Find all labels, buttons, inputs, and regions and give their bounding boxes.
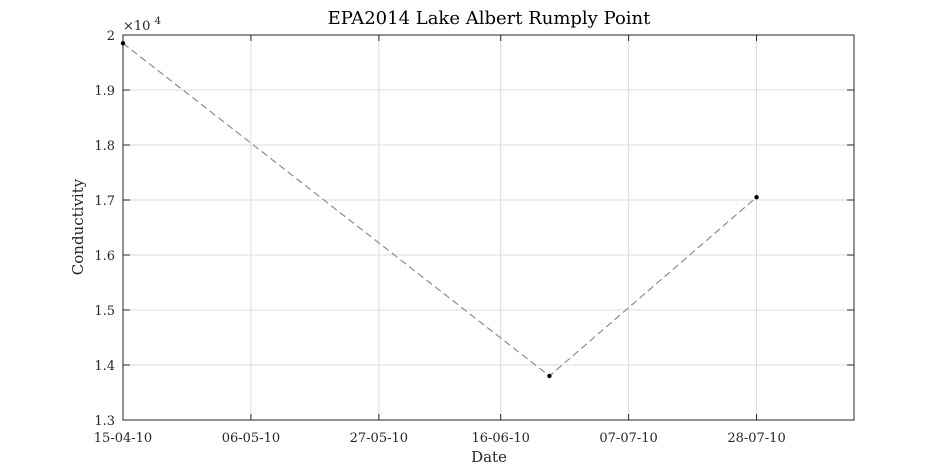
y-tick-label: 1.4 xyxy=(94,359,115,374)
x-tick-label: 28-07-10 xyxy=(727,431,785,446)
y-exponent-label: ×10 4 xyxy=(123,16,161,34)
plot-frame xyxy=(122,34,855,421)
x-tick-label: 15-04-10 xyxy=(94,431,152,446)
data-point xyxy=(120,41,126,46)
y-tick-label: 1.8 xyxy=(94,139,115,154)
y-tick-label: 1.3 xyxy=(94,414,115,429)
data-series xyxy=(120,41,759,379)
y-tick-label: 1.5 xyxy=(94,304,115,319)
x-tick-label: 16-06-10 xyxy=(471,431,529,446)
data-point xyxy=(547,373,552,379)
series-line xyxy=(122,42,757,377)
x-tick-label: 07-07-10 xyxy=(599,431,657,446)
y-axis-label: Conductivity xyxy=(69,178,87,275)
data-point xyxy=(754,195,759,200)
x-axis-label: Date xyxy=(471,448,507,466)
y-exponent-base: ×10 xyxy=(123,19,150,34)
x-tick-label: 06-05-10 xyxy=(222,431,280,446)
x-tick-label: 27-05-10 xyxy=(350,431,408,446)
y-tick-label: 2 xyxy=(107,29,115,44)
axis-ticks: 15-04-10 06-05-10 27-05-10 16-06-10 07-07-10… xyxy=(94,29,854,446)
y-tick-label: 1.6 xyxy=(94,249,115,264)
y-tick-label: 1.7 xyxy=(94,194,115,209)
y-exponent-power: 4 xyxy=(155,16,161,27)
chart-title: EPA2014 Lake Albert Rumply Point xyxy=(328,8,652,29)
y-tick-label: 1.9 xyxy=(94,84,115,99)
grid-lines xyxy=(122,34,854,421)
